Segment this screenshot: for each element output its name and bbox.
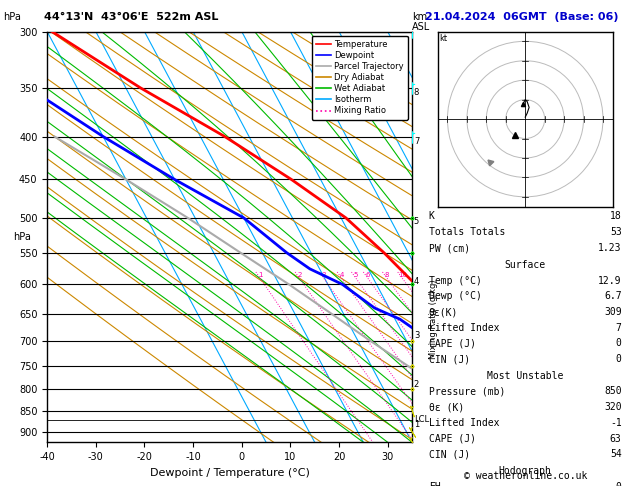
Text: CIN (J): CIN (J) [429,354,470,364]
Text: 0: 0 [616,354,621,364]
Text: 309: 309 [604,307,621,317]
Text: 44°13'N  43°06'E  522m ASL: 44°13'N 43°06'E 522m ASL [44,12,218,22]
Text: 5: 5 [353,272,358,278]
Text: 7: 7 [414,137,419,145]
Text: 54: 54 [610,450,621,459]
Text: hPa: hPa [3,12,21,22]
Text: ASL: ASL [412,22,430,32]
Text: 63: 63 [610,434,621,444]
Text: 4: 4 [340,272,344,278]
Text: 2: 2 [414,380,419,389]
Text: 6.7: 6.7 [604,291,621,301]
Text: © weatheronline.co.uk: © weatheronline.co.uk [464,471,587,481]
Text: 53: 53 [610,227,621,237]
Text: 21.04.2024  06GMT  (Base: 06): 21.04.2024 06GMT (Base: 06) [425,12,618,22]
Text: 10: 10 [398,272,407,278]
Text: 18: 18 [610,210,621,221]
Text: 7: 7 [616,323,621,333]
Text: 850: 850 [604,386,621,397]
Text: 1: 1 [258,272,262,278]
Text: Lifted Index: Lifted Index [429,418,499,428]
Text: θε (K): θε (K) [429,402,464,412]
Text: CAPE (J): CAPE (J) [429,434,476,444]
Text: K: K [429,210,435,221]
X-axis label: Dewpoint / Temperature (°C): Dewpoint / Temperature (°C) [150,468,309,478]
Text: 1.23: 1.23 [598,243,621,253]
Text: θε(K): θε(K) [429,307,458,317]
Text: 5: 5 [414,217,419,226]
Text: kt: kt [440,34,448,43]
Text: 0: 0 [616,338,621,348]
Text: Lifted Index: Lifted Index [429,323,499,333]
Text: 12.9: 12.9 [598,276,621,286]
Text: 2: 2 [298,272,302,278]
Text: 4: 4 [414,277,419,286]
Text: Mixing Ratio (g/kg): Mixing Ratio (g/kg) [430,279,438,359]
Text: Dewp (°C): Dewp (°C) [429,291,482,301]
Text: PW (cm): PW (cm) [429,243,470,253]
Text: 8: 8 [414,88,419,98]
Text: 320: 320 [604,402,621,412]
Text: Hodograph: Hodograph [499,466,552,476]
Text: 6: 6 [365,272,370,278]
Text: 1: 1 [414,419,419,429]
Text: 8: 8 [385,272,389,278]
Text: km: km [412,12,427,22]
Text: Most Unstable: Most Unstable [487,371,564,381]
Text: LCL: LCL [414,416,429,424]
Text: Surface: Surface [504,260,546,270]
Text: 3: 3 [321,272,326,278]
Text: -1: -1 [610,418,621,428]
Text: CAPE (J): CAPE (J) [429,338,476,348]
Text: Pressure (mb): Pressure (mb) [429,386,505,397]
Text: hPa: hPa [13,232,31,242]
Text: Temp (°C): Temp (°C) [429,276,482,286]
Text: CIN (J): CIN (J) [429,450,470,459]
Text: 0: 0 [616,482,621,486]
Text: 3: 3 [414,331,419,340]
Legend: Temperature, Dewpoint, Parcel Trajectory, Dry Adiabat, Wet Adiabat, Isotherm, Mi: Temperature, Dewpoint, Parcel Trajectory… [311,36,408,120]
Text: Totals Totals: Totals Totals [429,227,505,237]
Text: EH: EH [429,482,440,486]
